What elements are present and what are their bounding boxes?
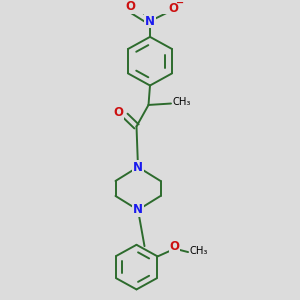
- Text: N: N: [145, 15, 155, 28]
- Text: O: O: [125, 0, 135, 13]
- Text: CH₃: CH₃: [189, 247, 208, 256]
- Text: N: N: [133, 160, 143, 173]
- Text: −: −: [176, 0, 184, 8]
- Text: O: O: [168, 2, 178, 14]
- Text: O: O: [113, 106, 123, 119]
- Text: N: N: [133, 203, 143, 216]
- Text: O: O: [169, 240, 180, 253]
- Text: CH₃: CH₃: [172, 98, 191, 107]
